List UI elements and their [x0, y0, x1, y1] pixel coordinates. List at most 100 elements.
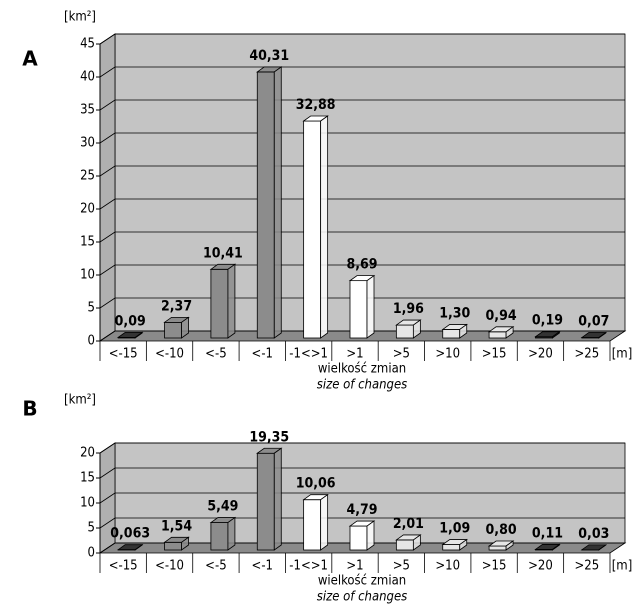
- value-label: 1,54: [161, 518, 192, 534]
- x-tick-label: <-15: [109, 347, 138, 362]
- bar: [441, 323, 468, 339]
- grid-line: [99, 330, 116, 342]
- bar-front: [442, 544, 461, 551]
- value-label: 40,31: [249, 48, 289, 64]
- panel-label: B: [22, 397, 37, 421]
- grid-line: [99, 517, 116, 529]
- bar-front: [395, 539, 414, 551]
- bar-side: [227, 516, 236, 551]
- bar: [580, 331, 608, 339]
- y-tick-label: 15: [80, 471, 95, 486]
- value-label: 0,09: [115, 313, 146, 329]
- bar-front: [210, 522, 229, 551]
- bar-side: [320, 115, 329, 339]
- grid-line: [99, 492, 116, 504]
- grid-line: [99, 231, 116, 243]
- value-label: 0,03: [578, 526, 609, 542]
- bar-front: [164, 321, 182, 339]
- value-label: 4,79: [346, 502, 377, 518]
- bar-side: [134, 331, 143, 339]
- x-unit: [m]: [612, 347, 633, 362]
- x-tick-label: <-1: [252, 559, 273, 574]
- bar: [209, 516, 237, 551]
- value-label: 2,01: [393, 516, 424, 532]
- bar-side: [505, 326, 514, 339]
- value-label: 10,41: [203, 245, 243, 261]
- y-tick-label: 10: [80, 496, 95, 511]
- bar-side: [181, 536, 189, 551]
- value-label: 2,37: [161, 298, 192, 314]
- grid-line: [99, 467, 116, 479]
- bar-side: [598, 331, 607, 339]
- x-tick-label: >5: [393, 347, 410, 362]
- x-tick-label: <-10: [155, 559, 184, 574]
- bar-front: [488, 331, 507, 339]
- bar-side: [366, 520, 375, 551]
- bar-side: [459, 323, 468, 339]
- x-tick-label: >20: [528, 559, 553, 574]
- value-label: 1,09: [439, 521, 470, 537]
- bar: [348, 520, 376, 551]
- bar-side: [598, 544, 607, 551]
- x-tick-label: >1: [346, 347, 363, 362]
- value-label: 0,94: [486, 308, 517, 324]
- x-axis-label: wielkość zmian: [318, 362, 406, 377]
- x-tick-label: >25: [574, 347, 599, 362]
- value-label: 0,19: [532, 313, 563, 329]
- x-tick-label: >15: [482, 559, 507, 574]
- x-tick-label: -1<>1: [289, 559, 328, 574]
- bar-front: [210, 268, 229, 339]
- x-tick-label: <-10: [155, 347, 184, 362]
- bar-front: [488, 545, 507, 551]
- bar: [395, 319, 422, 339]
- bar-front: [303, 120, 322, 339]
- y-tick-label: 45: [80, 37, 95, 52]
- y-tick-label: 5: [88, 521, 95, 536]
- bar-side: [412, 534, 421, 551]
- x-tick-label: >25: [574, 559, 599, 574]
- grid-line: [99, 542, 116, 554]
- grid-line: [99, 198, 116, 210]
- bar-front: [442, 329, 461, 339]
- bar-front: [256, 71, 275, 339]
- value-label: 0,07: [578, 314, 609, 330]
- bar: [116, 331, 144, 339]
- bar-side: [273, 447, 282, 551]
- grid-line: [99, 264, 116, 276]
- x-tick-label: <-5: [205, 347, 226, 362]
- bar: [580, 544, 608, 551]
- value-label: 32,88: [296, 97, 336, 113]
- x-tick-label: -1<>1: [289, 347, 328, 362]
- bar-front: [395, 324, 414, 339]
- bar: [116, 543, 144, 551]
- value-label: 0,80: [486, 522, 517, 538]
- bar-side: [227, 263, 236, 339]
- bar: [487, 326, 515, 339]
- bar-front: [349, 525, 368, 551]
- y-tick-label: 20: [80, 446, 95, 461]
- side-wall: [99, 33, 116, 342]
- x-tick-label: <-5: [205, 559, 226, 574]
- x-tick-label: >10: [435, 559, 460, 574]
- bar-front: [349, 280, 368, 339]
- grid-line: [99, 66, 116, 78]
- x-tick-label: >1: [346, 559, 363, 574]
- bar: [348, 274, 376, 339]
- bar: [302, 493, 329, 551]
- x-axis-label: wielkość zmian: [318, 574, 406, 589]
- grid-line: [99, 33, 116, 45]
- y-tick-label: 0: [88, 334, 95, 349]
- bar-side: [412, 319, 421, 339]
- bar: [395, 534, 422, 551]
- grid-line: [99, 442, 116, 454]
- bar: [487, 540, 515, 551]
- bar: [302, 115, 329, 339]
- bar: [534, 330, 561, 339]
- y-tick-label: 10: [80, 268, 95, 283]
- y-tick-label: 40: [80, 70, 95, 85]
- y-tick-label: 0: [88, 546, 95, 561]
- value-label: 0,063: [110, 526, 150, 542]
- bar-side: [366, 274, 375, 339]
- bar-front: [164, 541, 182, 551]
